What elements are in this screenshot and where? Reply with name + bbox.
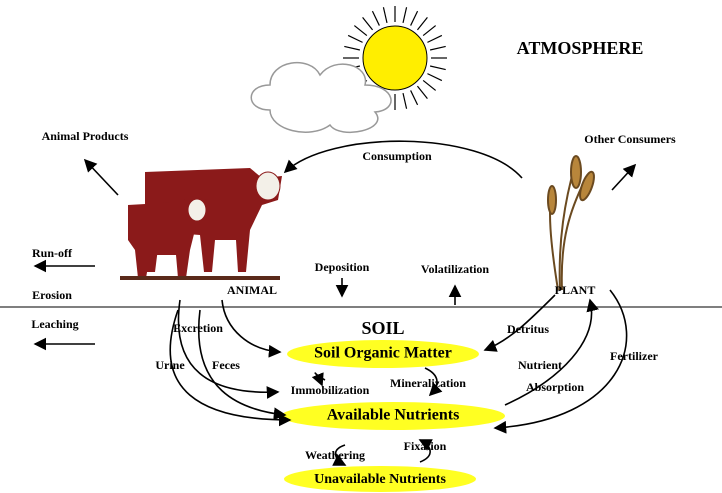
label: Absorption — [526, 380, 584, 394]
sun-ray — [403, 7, 407, 23]
cattle — [120, 168, 282, 280]
label: Nutrient — [518, 358, 562, 372]
sun-ray — [417, 86, 427, 99]
sun-ray — [348, 35, 362, 42]
label: Fertilizer — [610, 349, 659, 363]
sun-ray — [383, 7, 387, 23]
sun-ray — [372, 11, 379, 25]
wheat — [548, 156, 597, 290]
sun-ray — [423, 26, 436, 36]
sun-ray — [430, 46, 446, 50]
label: Deposition — [315, 260, 370, 274]
label: Fixation — [404, 439, 447, 453]
node-label: Soil Organic Matter — [314, 345, 452, 362]
sun-ray — [354, 26, 367, 36]
label: Detritus — [507, 322, 549, 336]
sun-ray — [427, 74, 441, 81]
label: SOIL — [361, 318, 404, 338]
sun-ray — [411, 90, 418, 104]
label: Leaching — [31, 317, 78, 331]
label: Mineralization — [390, 376, 466, 390]
title: ATMOSPHERE — [517, 38, 644, 58]
label: Urine — [155, 358, 185, 372]
label: Weathering — [305, 448, 365, 462]
label: PLANT — [555, 283, 596, 297]
node-label: Unavailable Nutrients — [314, 472, 446, 487]
label: Feces — [212, 358, 240, 372]
label: Immobilization — [291, 383, 370, 397]
sun-ray — [344, 46, 360, 50]
label: Consumption — [362, 149, 432, 163]
label: Run-off — [32, 246, 73, 260]
label: Erosion — [32, 288, 72, 302]
label: Volatilization — [421, 262, 490, 276]
label: Excretion — [173, 321, 223, 335]
sun-ray — [363, 17, 373, 30]
label: Animal Products — [42, 129, 129, 143]
sun-ray — [403, 93, 407, 109]
sun-ray — [423, 80, 436, 90]
sun-ray — [427, 35, 441, 42]
node-label: Available Nutrients — [327, 407, 460, 424]
label: Other Consumers — [584, 132, 676, 146]
sun-ray — [430, 66, 446, 70]
diagram: ATMOSPHERE Animal Products Consumption Oth… — [0, 0, 722, 493]
label: ANIMAL — [227, 283, 277, 297]
sun-ray — [411, 11, 418, 25]
sun-ray — [417, 17, 427, 30]
